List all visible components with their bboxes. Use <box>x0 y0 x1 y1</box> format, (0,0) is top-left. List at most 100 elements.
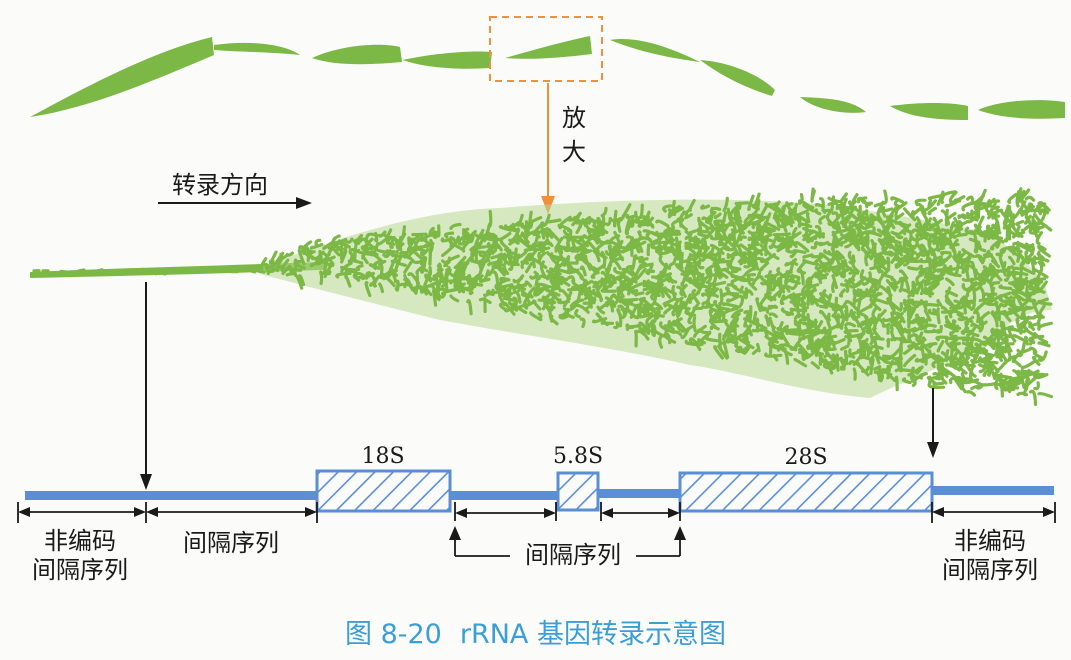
fibril <box>865 288 876 294</box>
fibril <box>604 267 611 281</box>
fibril <box>906 304 912 319</box>
fibril <box>554 272 569 282</box>
fibril <box>491 244 498 254</box>
fibril <box>1016 251 1022 263</box>
fibril <box>747 194 755 211</box>
fibril <box>277 252 284 265</box>
fibril <box>994 328 1012 339</box>
fibril <box>1003 336 1009 350</box>
fibril <box>1037 304 1046 318</box>
fibril <box>503 301 516 316</box>
fibril <box>343 268 354 278</box>
fibril <box>1015 317 1023 335</box>
fibril <box>814 233 825 238</box>
fibril <box>775 205 785 214</box>
fibril <box>528 216 543 227</box>
fibril <box>792 258 799 266</box>
fibril <box>326 261 334 276</box>
fibril <box>843 349 849 366</box>
fibril <box>693 260 698 276</box>
fibril <box>768 312 778 319</box>
fibril <box>743 323 753 337</box>
fibril <box>570 246 586 253</box>
fibril <box>838 192 848 204</box>
fibril <box>961 259 971 274</box>
fibril <box>734 201 749 206</box>
fibril <box>1011 266 1021 272</box>
fibril <box>772 353 779 362</box>
fibril <box>688 337 702 351</box>
fibril <box>399 225 406 243</box>
fibril <box>1037 350 1048 362</box>
fibril <box>739 285 744 294</box>
fibril <box>730 305 741 312</box>
fibril <box>903 207 917 222</box>
fibril <box>323 258 329 275</box>
fibril <box>957 366 968 375</box>
fibril <box>428 226 435 237</box>
fibril <box>901 377 912 385</box>
fibril <box>730 308 744 319</box>
fibril <box>966 230 980 235</box>
fibril <box>378 263 384 280</box>
fibril <box>987 369 997 380</box>
fibril <box>590 270 600 279</box>
fibril <box>650 238 660 249</box>
fibril <box>859 341 866 360</box>
fibril <box>994 372 1003 391</box>
fibril <box>655 314 665 319</box>
fibril <box>890 277 897 292</box>
fibril <box>1016 369 1021 384</box>
figure-number: 图 8-20 <box>345 619 442 650</box>
fibril <box>1037 321 1053 331</box>
fibril <box>527 286 536 297</box>
fibril <box>936 354 946 363</box>
fibril <box>743 344 752 355</box>
fibril <box>1029 244 1036 255</box>
fibril <box>1003 265 1011 282</box>
fibril <box>693 235 700 245</box>
fibril <box>739 294 745 307</box>
fibril <box>634 291 645 297</box>
fibril <box>621 203 632 218</box>
fibril <box>651 311 658 324</box>
fibril <box>780 329 790 346</box>
fibril <box>806 205 815 211</box>
fibril <box>714 247 724 259</box>
fibril <box>810 254 821 259</box>
fibril <box>616 308 623 318</box>
fibril <box>869 334 874 346</box>
fibril <box>898 314 906 324</box>
fibril <box>554 236 564 253</box>
fibril <box>655 219 670 228</box>
fibril <box>974 309 980 324</box>
fibril <box>965 360 972 372</box>
fibril <box>574 298 585 307</box>
fibril <box>842 218 850 229</box>
fibril <box>678 296 687 305</box>
fibril <box>1024 305 1034 310</box>
fibril <box>801 306 809 315</box>
label-18s: 18S <box>361 444 404 469</box>
fibril <box>864 250 869 267</box>
fibril <box>1016 391 1026 396</box>
fibril <box>566 245 582 251</box>
fibril <box>877 309 887 319</box>
fibril <box>257 269 266 274</box>
fibril <box>844 283 850 293</box>
fibril <box>464 227 472 238</box>
fibril <box>831 232 837 247</box>
fibril <box>966 390 977 397</box>
fibril <box>285 251 295 257</box>
fibril <box>717 304 731 311</box>
fibril <box>1020 374 1026 389</box>
fibril <box>898 269 909 280</box>
fibril <box>998 348 1008 362</box>
fibril <box>361 243 369 260</box>
fibril <box>612 209 618 228</box>
fibril <box>520 231 530 244</box>
fibril <box>167 269 176 274</box>
fibril <box>915 365 924 375</box>
fibril <box>949 333 958 339</box>
fibril <box>575 234 586 244</box>
